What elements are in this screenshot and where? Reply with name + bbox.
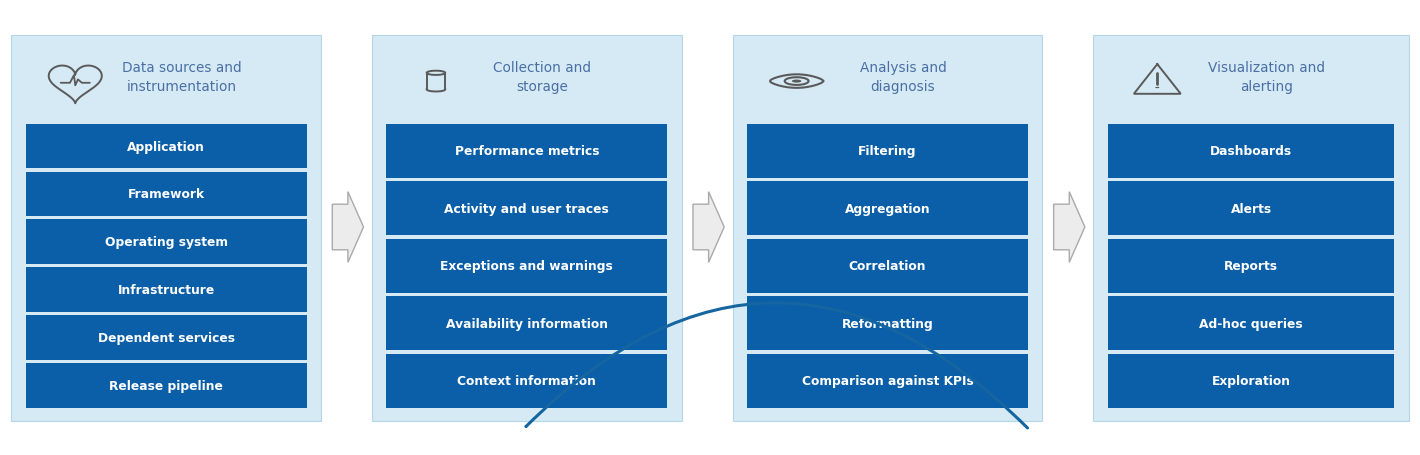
Circle shape [792,81,801,83]
FancyBboxPatch shape [1093,36,1409,421]
Text: Aggregation: Aggregation [845,202,930,215]
Text: Dashboards: Dashboards [1210,145,1292,158]
Text: Activity and user traces: Activity and user traces [444,202,609,215]
Text: Reformatting: Reformatting [842,317,933,330]
FancyBboxPatch shape [1108,239,1394,293]
FancyBboxPatch shape [1108,354,1394,408]
FancyBboxPatch shape [747,239,1028,293]
FancyBboxPatch shape [386,297,667,350]
Text: Exploration: Exploration [1211,374,1291,387]
Text: Filtering: Filtering [858,145,917,158]
Text: Alerts: Alerts [1231,202,1271,215]
Text: Collection and
storage: Collection and storage [493,61,591,94]
Polygon shape [693,192,724,263]
FancyBboxPatch shape [747,297,1028,350]
Text: Application: Application [128,140,204,153]
FancyBboxPatch shape [747,354,1028,408]
Text: Ad-hoc queries: Ad-hoc queries [1200,317,1302,330]
FancyBboxPatch shape [26,220,307,265]
Text: Visualization and
alerting: Visualization and alerting [1208,61,1325,94]
FancyBboxPatch shape [1108,182,1394,236]
Text: Framework: Framework [128,188,204,201]
Text: Context information: Context information [457,374,596,387]
FancyBboxPatch shape [386,354,667,408]
FancyBboxPatch shape [747,182,1028,236]
FancyBboxPatch shape [386,239,667,293]
Circle shape [1156,88,1159,89]
FancyBboxPatch shape [1108,125,1394,179]
Text: Dependent services: Dependent services [98,331,234,344]
Text: Operating system: Operating system [105,236,227,249]
Text: Exceptions and warnings: Exceptions and warnings [440,260,613,273]
FancyBboxPatch shape [386,182,667,236]
FancyBboxPatch shape [386,125,667,179]
Text: Correlation: Correlation [849,260,926,273]
Text: Analysis and
diagnosis: Analysis and diagnosis [859,61,946,94]
FancyBboxPatch shape [26,125,307,169]
FancyBboxPatch shape [26,316,307,360]
FancyBboxPatch shape [26,363,307,408]
Text: Performance metrics: Performance metrics [454,145,599,158]
Polygon shape [332,192,364,263]
Text: Reports: Reports [1224,260,1278,273]
Polygon shape [1054,192,1085,263]
Text: Availability information: Availability information [446,317,608,330]
FancyBboxPatch shape [11,36,321,421]
FancyBboxPatch shape [372,36,682,421]
FancyBboxPatch shape [733,36,1042,421]
Text: Infrastructure: Infrastructure [118,283,214,297]
Text: Release pipeline: Release pipeline [109,379,223,392]
Text: Comparison against KPIs: Comparison against KPIs [802,374,973,387]
FancyBboxPatch shape [26,268,307,312]
FancyArrowPatch shape [525,303,1028,428]
FancyBboxPatch shape [26,172,307,217]
FancyBboxPatch shape [747,125,1028,179]
Text: Data sources and
instrumentation: Data sources and instrumentation [122,61,241,94]
FancyBboxPatch shape [1108,297,1394,350]
